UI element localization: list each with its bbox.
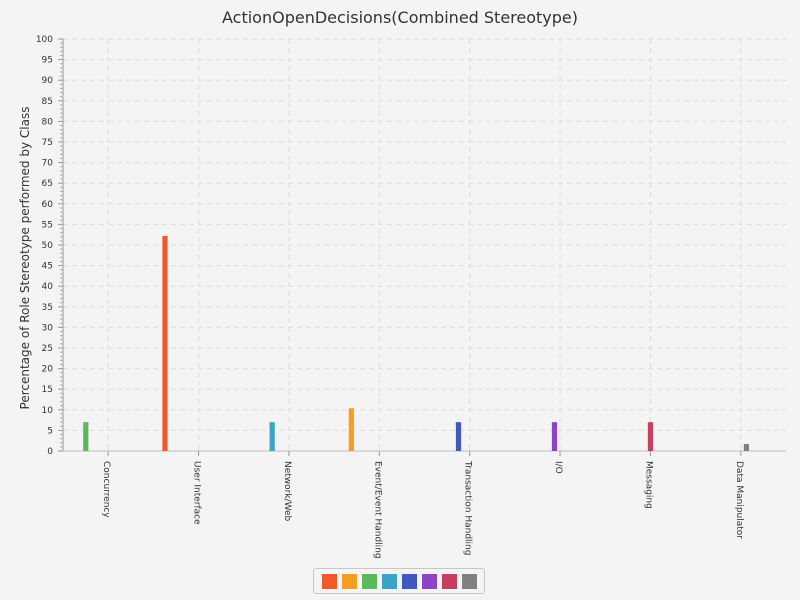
- legend-swatch: [341, 573, 357, 589]
- y-tick-label: 60: [42, 200, 54, 210]
- y-tick-label: 65: [42, 179, 53, 189]
- bars: [83, 235, 750, 451]
- y-tick-label: 15: [42, 385, 53, 395]
- y-tick-label: 0: [47, 447, 53, 457]
- grid: [63, 38, 786, 451]
- y-tick-label: 75: [42, 138, 53, 148]
- legend-swatch: [421, 573, 437, 589]
- y-tick-label: 25: [42, 344, 53, 354]
- legend-swatch: [361, 573, 377, 589]
- legend: [313, 568, 485, 594]
- bar: [743, 443, 750, 451]
- y-tick-label: 55: [42, 220, 53, 230]
- y-tick-label: 20: [42, 365, 54, 375]
- y-tick-label: 45: [42, 262, 53, 272]
- bar: [162, 235, 168, 451]
- x-category-label: Network/Web: [282, 461, 292, 522]
- y-tick-label: 90: [42, 76, 54, 86]
- bar: [348, 408, 354, 451]
- y-tick-label: 5: [47, 426, 53, 436]
- x-categories: Concurrency User Interface Network/Web Even…: [101, 451, 744, 559]
- bar: [455, 422, 462, 451]
- x-category-label: Event/Event Handling: [372, 461, 382, 559]
- legend-swatch: [441, 573, 457, 589]
- x-category-label: I/O: [553, 461, 563, 474]
- bar: [647, 422, 654, 451]
- legend-swatch: [461, 573, 477, 589]
- y-tick-label: 10: [42, 406, 54, 416]
- y-axis-title: Percentage of Role Stereotype performed …: [18, 107, 32, 410]
- y-ticks: 0 5 10 15 20 25 30 35 40 45 50 55 60 65 70 75 80 85 90 95 10…: [36, 35, 63, 457]
- chart-title: ActionOpenDecisions(Combined Stereotype): [222, 8, 578, 27]
- y-tick-label: 50: [42, 241, 54, 251]
- bar: [551, 422, 558, 451]
- legend-swatch: [401, 573, 417, 589]
- x-category-label: Messaging: [643, 461, 653, 509]
- bar: [269, 422, 275, 451]
- y-tick-label: 35: [42, 303, 53, 313]
- legend-swatch: [381, 573, 397, 589]
- y-tick-label: 100: [36, 35, 53, 45]
- x-category-label: Data Manipulator: [734, 461, 744, 539]
- x-category-label: Concurrency: [101, 461, 111, 518]
- x-category-label: User Interface: [192, 461, 202, 525]
- y-tick-label: 70: [42, 159, 54, 169]
- y-tick-label: 95: [42, 56, 53, 66]
- y-tick-label: 85: [42, 97, 53, 107]
- y-tick-label: 80: [42, 117, 54, 127]
- bar: [83, 422, 89, 451]
- y-tick-label: 40: [42, 282, 54, 292]
- x-category-label: Transaction Handling: [463, 460, 473, 555]
- y-tick-label: 30: [42, 323, 54, 333]
- legend-swatch: [321, 573, 337, 589]
